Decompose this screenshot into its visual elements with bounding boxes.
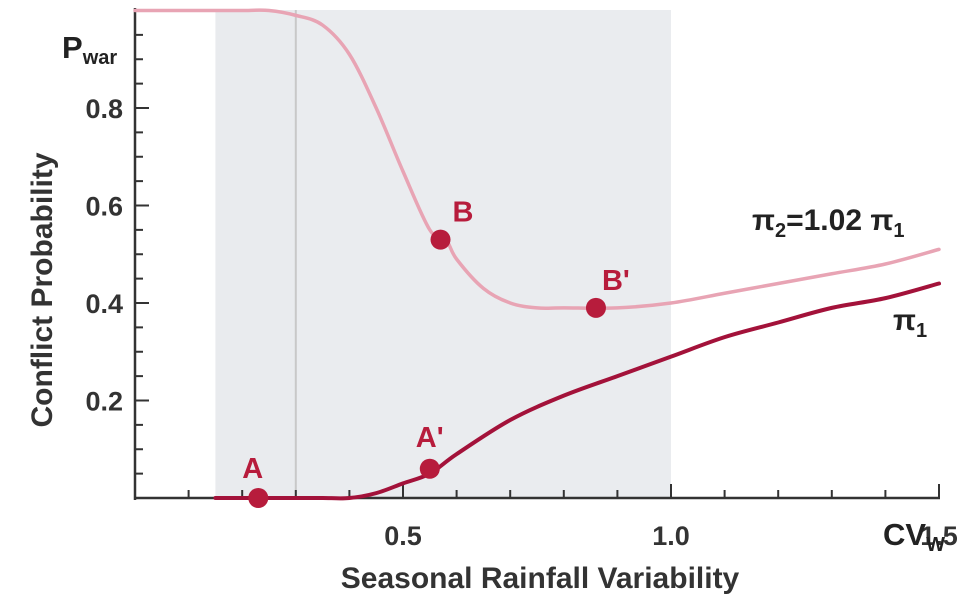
- x-tick-label: 1.0: [652, 521, 690, 551]
- x-tick-label: 1.5: [920, 521, 958, 551]
- x-corner-label-main: CV: [883, 517, 926, 552]
- point-label-B: B: [453, 197, 474, 229]
- y-corner-label-main: P: [62, 30, 83, 65]
- point-B: [430, 229, 451, 250]
- series-label-pi1-sub: 1: [916, 320, 927, 342]
- y-tick-label: 0.2: [85, 387, 123, 417]
- shaded-regions: [215, 10, 671, 498]
- y-tick-label: 0.4: [85, 289, 123, 319]
- series-label-pi2: π2=1.02 π1: [752, 204, 904, 242]
- point-A: [248, 488, 269, 508]
- series-label-pi2-sub: 2: [775, 220, 786, 242]
- shaded-region-2: [295, 10, 671, 498]
- y-corner-label: Pwar: [62, 30, 117, 69]
- point-label-A-prime: A': [416, 422, 444, 454]
- y-axis-title: Conflict Probability: [26, 152, 59, 427]
- series-label-pi2-main: π: [752, 204, 775, 237]
- x-axis-title: Seasonal Rainfall Variability: [341, 562, 740, 595]
- series-label-pi1: π1: [893, 304, 927, 342]
- series-label-pi2-rest: =1.02 π: [786, 204, 893, 237]
- point-label-A: A: [242, 453, 263, 485]
- series-line-2: [213, 281, 941, 501]
- series-lines: [133, 8, 941, 501]
- x-tick-label: 0.5: [384, 521, 422, 551]
- y-corner-label-sub: war: [82, 47, 118, 69]
- series-label-pi2-rest-sub: 1: [893, 220, 904, 242]
- point-A-prime: [419, 458, 440, 479]
- marked-points: [248, 229, 606, 508]
- point-B-prime: [585, 297, 606, 318]
- point-label-B-prime: B': [602, 265, 630, 297]
- text-labels: 0.2 0.4 0.6 0.8 0.5 1.0 1.5 Seasonal Rainfall V…: [26, 30, 958, 595]
- series-line-1: [133, 8, 941, 310]
- y-tick-label: 0.6: [85, 192, 123, 222]
- series-label-pi1-main: π: [893, 304, 916, 337]
- x-corner-label: CVW: [883, 517, 945, 556]
- y-tick-label: 0.8: [85, 94, 123, 124]
- x-corner-label-sub: W: [926, 534, 945, 556]
